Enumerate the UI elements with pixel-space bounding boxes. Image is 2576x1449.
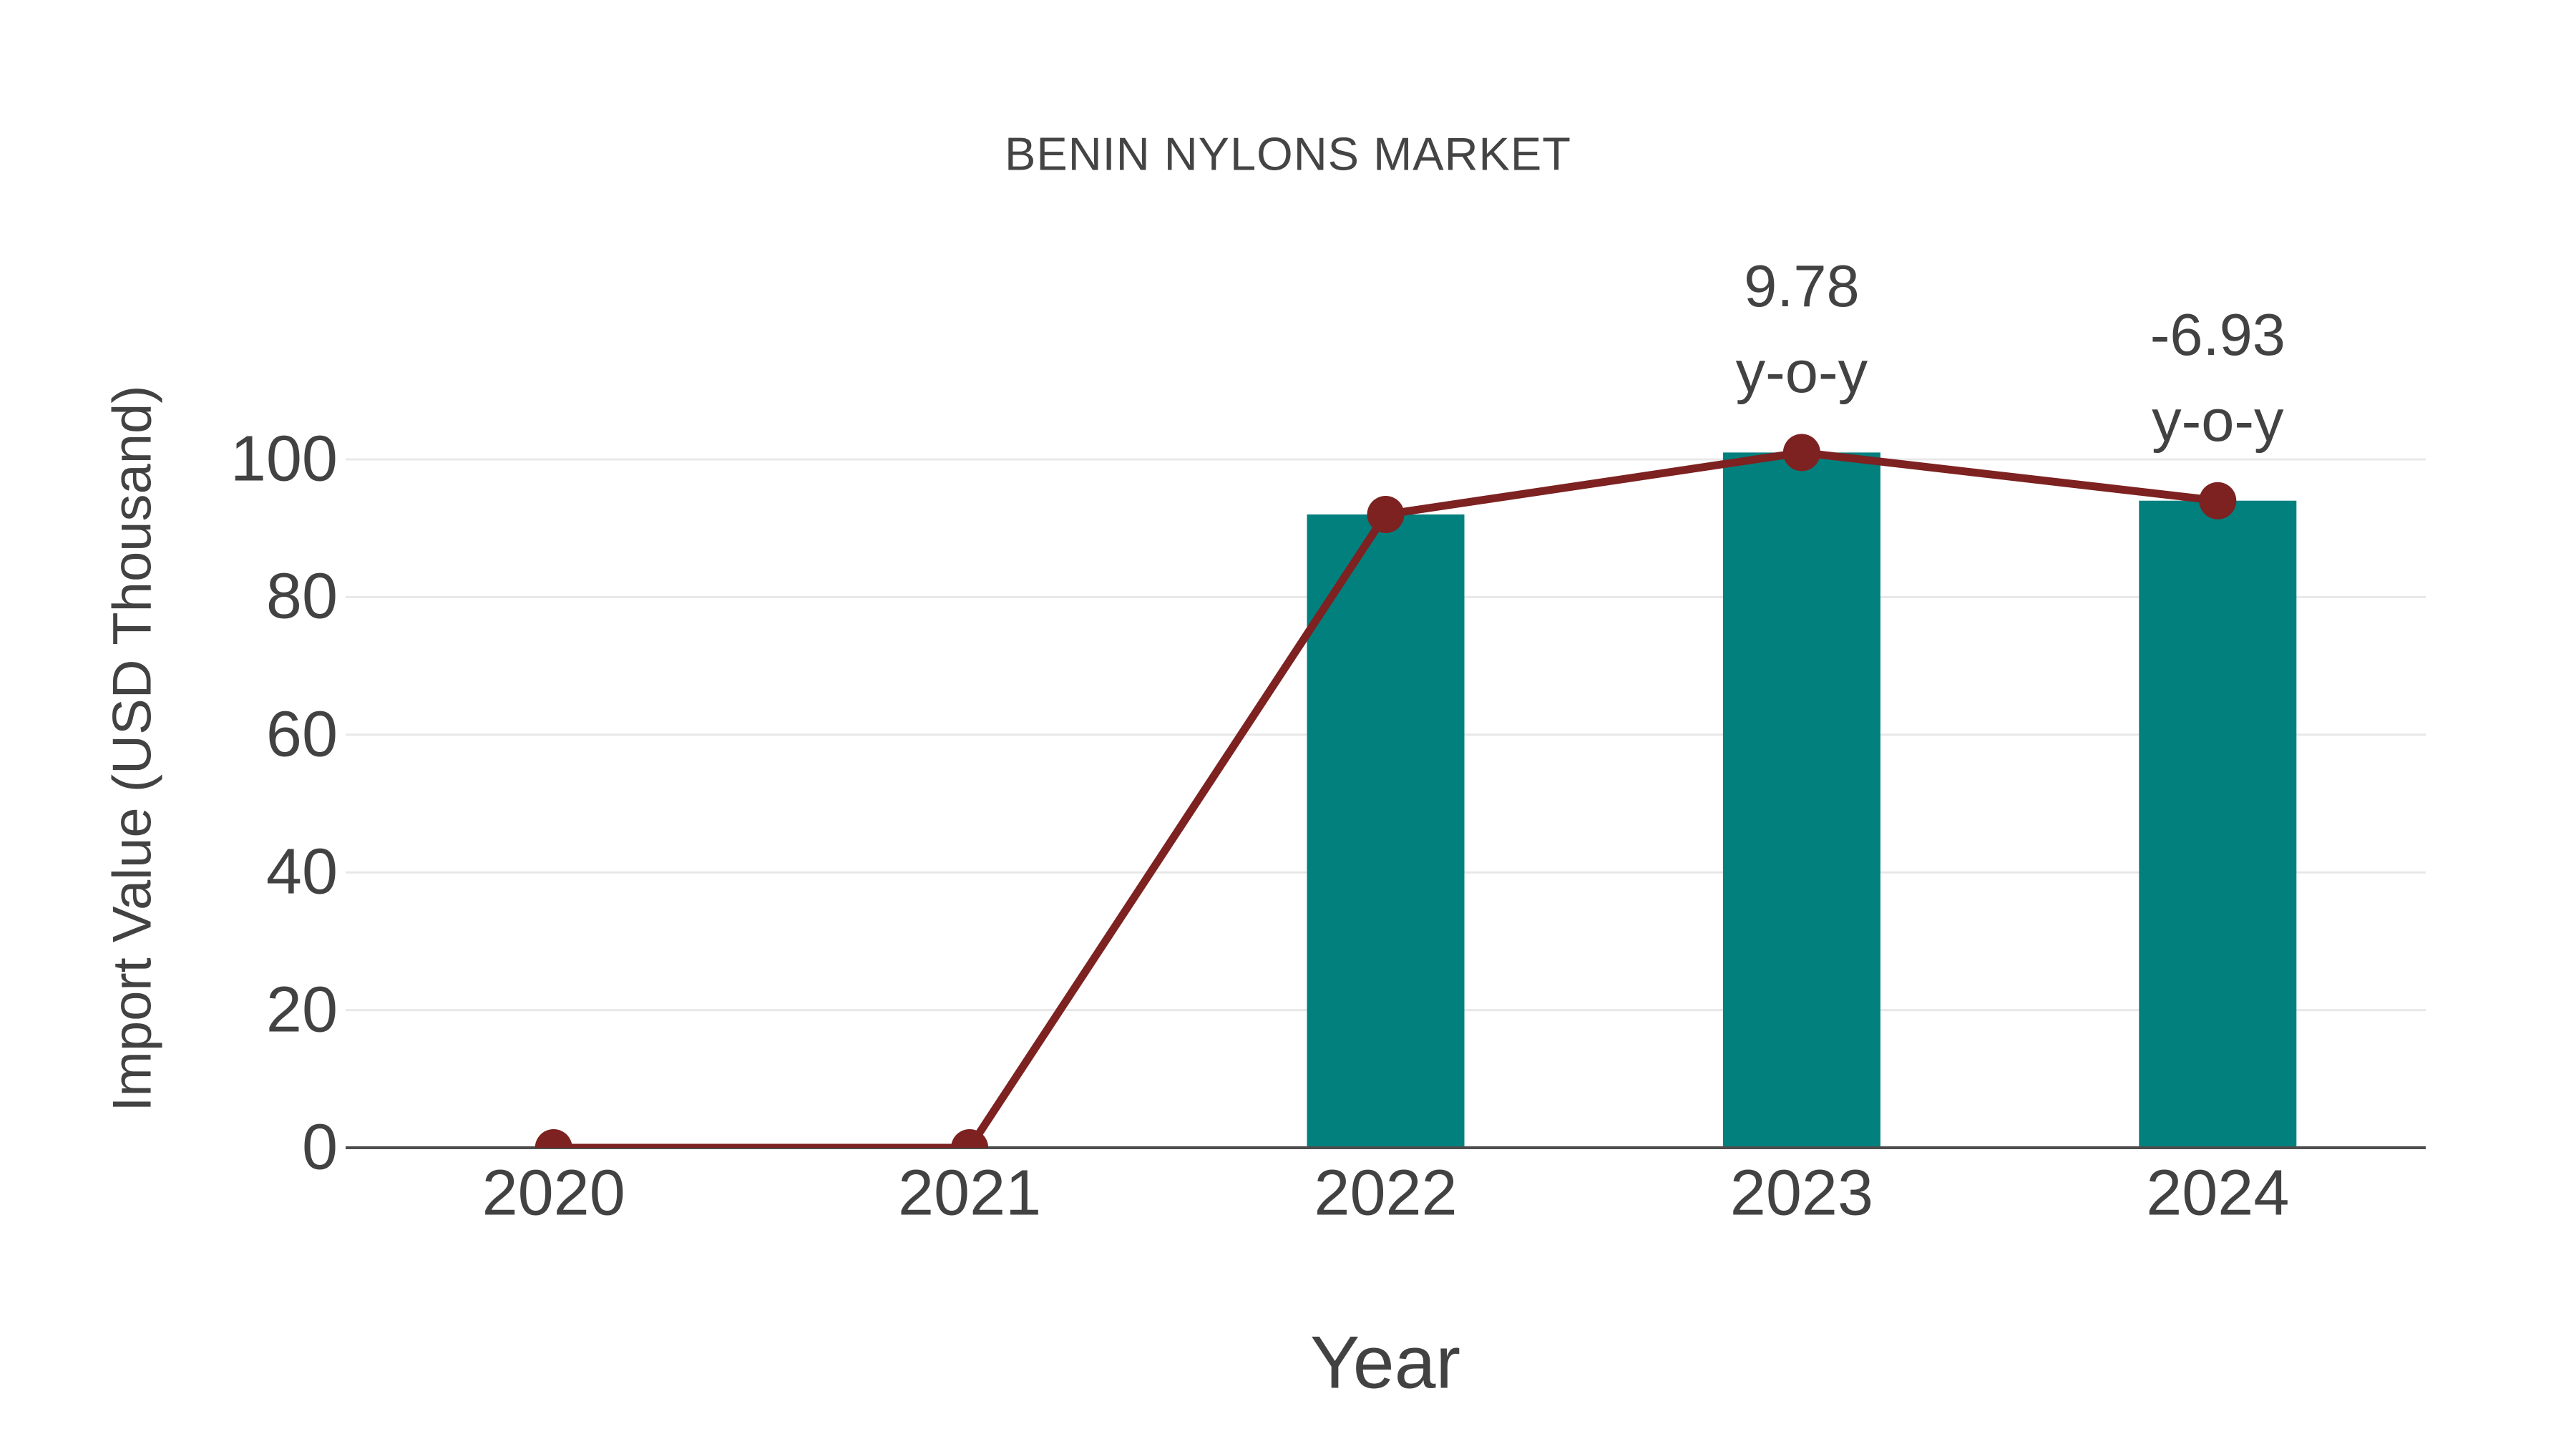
line-marker-2020 xyxy=(535,1129,572,1148)
y-tick-label-100: 100 xyxy=(230,423,338,495)
annotation-line: y-o-y xyxy=(2152,386,2284,454)
annotation-line: y-o-y xyxy=(1735,338,1868,406)
annotation-line: -6.93 xyxy=(2150,301,2285,368)
bar-2024 xyxy=(2139,500,2297,1148)
bar-2022 xyxy=(1307,514,1465,1148)
bar-2023 xyxy=(1722,452,1880,1148)
annotation-2024: -6.93 y-o-y xyxy=(2150,292,2285,464)
line-marker-2023 xyxy=(1782,434,1820,472)
y-tick-label-80: 80 xyxy=(265,560,338,633)
x-tick-label-2020: 2020 xyxy=(482,1157,625,1229)
x-tick-label-2022: 2022 xyxy=(1314,1157,1458,1229)
chart-title: BENIN NYLONS MARKET xyxy=(1005,127,1571,180)
annotation-line: 9.78 xyxy=(1744,253,1860,320)
y-tick-label-40: 40 xyxy=(265,836,338,908)
y-tick-label-60: 60 xyxy=(265,698,338,771)
y-axis-title: Import Value (USD Thousand) xyxy=(102,385,163,1112)
y-tick-label-0: 0 xyxy=(301,1111,338,1184)
x-tick-label-2021: 2021 xyxy=(897,1157,1042,1229)
y-tick-label-20: 20 xyxy=(265,974,338,1046)
line-marker-2021 xyxy=(951,1129,989,1148)
x-axis-title: Year xyxy=(1309,1321,1461,1405)
line-marker-2022 xyxy=(1367,495,1405,533)
line-marker-2024 xyxy=(2199,482,2237,519)
annotation-2023: 9.78 y-o-y xyxy=(1736,243,1868,415)
line-series-group xyxy=(535,434,2237,1148)
x-tick-label-2023: 2023 xyxy=(1729,1157,1873,1229)
x-tick-label-2024: 2024 xyxy=(2146,1157,2290,1229)
